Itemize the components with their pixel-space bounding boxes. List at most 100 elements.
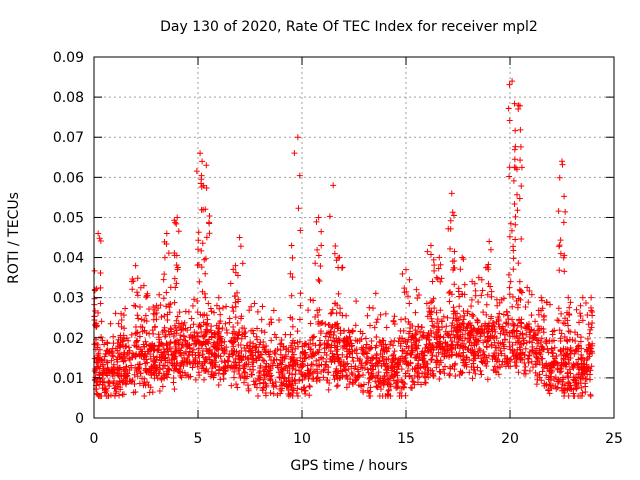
data-point	[97, 284, 104, 291]
data-point	[248, 327, 255, 334]
data-point	[353, 298, 360, 305]
data-point	[161, 324, 168, 331]
data-point	[363, 341, 370, 348]
data-point	[204, 316, 211, 323]
data-point	[123, 334, 130, 341]
data-point	[500, 311, 507, 318]
data-point	[253, 333, 260, 340]
data-point	[234, 272, 241, 279]
data-point	[512, 236, 519, 243]
data-point	[484, 291, 491, 298]
data-point	[364, 366, 371, 373]
data-point	[579, 317, 586, 324]
data-point	[483, 338, 490, 345]
data-point	[241, 345, 248, 352]
data-point	[449, 258, 456, 265]
data-point	[239, 324, 246, 331]
data-point	[556, 369, 563, 376]
data-point	[327, 310, 334, 317]
data-point	[280, 343, 287, 350]
data-point	[208, 308, 215, 315]
data-point	[575, 356, 582, 363]
data-point	[441, 353, 448, 360]
data-point	[577, 302, 584, 309]
data-point	[415, 291, 422, 298]
data-point	[117, 342, 124, 349]
data-point	[463, 323, 470, 330]
data-point	[152, 359, 159, 366]
data-point	[201, 311, 208, 318]
data-point	[105, 378, 112, 385]
data-point	[116, 392, 123, 399]
data-point	[331, 250, 338, 257]
data-point	[152, 323, 159, 330]
data-point	[389, 357, 396, 364]
data-point	[98, 333, 105, 340]
data-point	[546, 390, 553, 397]
data-point	[289, 254, 296, 261]
data-point	[96, 356, 103, 363]
data-point	[136, 304, 143, 311]
data-point	[446, 290, 453, 297]
data-point	[245, 387, 252, 394]
data-point	[327, 348, 334, 355]
data-point	[205, 219, 212, 226]
data-point	[199, 362, 206, 369]
data-point	[343, 372, 350, 379]
x-tick-label: 15	[397, 431, 415, 447]
data-point	[230, 308, 237, 315]
data-point	[120, 357, 127, 364]
data-point	[548, 345, 555, 352]
data-point	[509, 78, 516, 85]
data-point	[450, 266, 457, 273]
data-point	[380, 346, 387, 353]
data-point	[479, 359, 486, 366]
data-point	[475, 337, 482, 344]
data-point	[480, 348, 487, 355]
data-point	[240, 365, 247, 372]
data-point	[343, 343, 350, 350]
data-point	[234, 289, 241, 296]
data-point	[93, 364, 100, 371]
data-point	[525, 299, 532, 306]
data-point	[314, 307, 321, 314]
data-point	[556, 327, 563, 334]
data-point	[215, 294, 222, 301]
data-point	[109, 349, 116, 356]
data-point	[206, 230, 213, 237]
data-point	[200, 354, 207, 361]
data-point	[268, 337, 275, 344]
data-point	[195, 229, 202, 236]
data-point	[180, 332, 187, 339]
data-point	[296, 377, 303, 384]
data-point	[497, 340, 504, 347]
data-point	[507, 220, 514, 227]
data-point	[125, 337, 132, 344]
data-point	[321, 345, 328, 352]
data-point	[383, 347, 390, 354]
data-point	[211, 371, 218, 378]
data-point	[579, 389, 586, 396]
data-point	[130, 278, 137, 285]
data-point	[231, 362, 238, 369]
data-point	[584, 355, 591, 362]
data-point	[330, 337, 337, 344]
data-point	[390, 342, 397, 349]
data-point	[185, 308, 192, 315]
data-point	[259, 387, 266, 394]
data-point	[331, 328, 338, 335]
data-point	[360, 351, 367, 358]
data-point	[402, 370, 409, 377]
data-point	[349, 371, 356, 378]
data-point	[101, 341, 108, 348]
data-point	[391, 348, 398, 355]
data-point	[584, 371, 591, 378]
data-point	[406, 372, 413, 379]
data-point	[189, 349, 196, 356]
data-point	[557, 347, 564, 354]
data-point	[478, 371, 485, 378]
data-point	[136, 364, 143, 371]
data-point	[330, 182, 337, 189]
data-point	[303, 354, 310, 361]
data-point	[421, 349, 428, 356]
